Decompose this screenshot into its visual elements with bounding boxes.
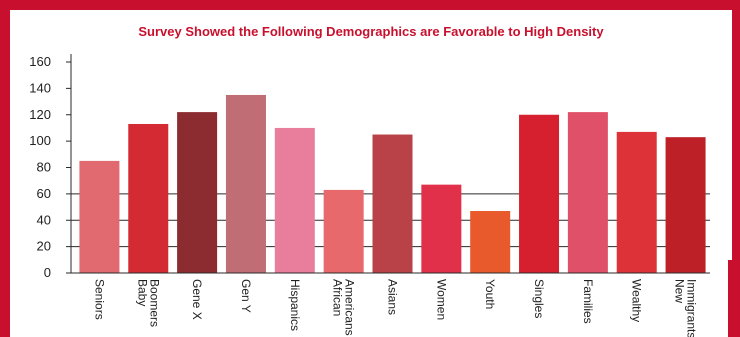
bar-chart: 0 20 40 60 80 100 120 140 160 Seniors BabyBoomers G…: [29, 54, 710, 337]
bar-0: [79, 160, 120, 273]
bar-3: [225, 94, 266, 273]
edge-mark: [728, 260, 732, 337]
y-tick-label: 60: [37, 186, 51, 201]
bar-5: [323, 189, 364, 273]
x-tick-label-line: Families: [581, 279, 595, 324]
x-tick-label-line: Gen Y: [239, 279, 253, 313]
x-tick-label-line: Seniors: [92, 279, 106, 320]
x-tick-label-line: New: [673, 279, 687, 303]
x-tick-label-line: Wealthy: [630, 279, 644, 322]
bar-12: [665, 137, 706, 273]
bar-6: [372, 134, 413, 273]
y-tick-label: 80: [37, 160, 51, 175]
x-tick-label: AfricanAmericans: [331, 279, 357, 336]
bar-8: [470, 211, 511, 273]
x-tick-label-line: Gene X: [190, 279, 204, 320]
y-tick-label: 0: [44, 265, 51, 280]
bar-1: [128, 123, 169, 273]
x-tick-label: NewImmigrants: [673, 279, 699, 337]
x-tick-label: Singles: [532, 279, 546, 318]
y-tick-label: 160: [29, 54, 51, 69]
x-tick-label: Youth: [483, 279, 497, 309]
x-tick-label-line: Youth: [483, 279, 497, 309]
x-tick-label: Wealthy: [630, 279, 644, 322]
x-tick-label-line: Singles: [532, 279, 546, 318]
bar-11: [616, 131, 657, 273]
y-tick-label: 120: [29, 107, 51, 122]
x-tick-label: Hispanics: [288, 279, 302, 331]
bar-4: [274, 127, 315, 273]
y-tick-label: 100: [29, 133, 51, 148]
x-tick-label-line: Baby: [135, 279, 149, 306]
bar-10: [567, 112, 608, 273]
x-tick-label: Women: [434, 279, 448, 320]
x-tick-label-line: Hispanics: [288, 279, 302, 331]
x-tick-label: BabyBoomers: [135, 279, 161, 327]
bar-7: [421, 184, 462, 273]
x-tick-label-line: Women: [434, 279, 448, 320]
x-tick-label-line: Americans: [343, 279, 357, 336]
chart-panel: Survey Showed the Following Demographics…: [10, 10, 732, 337]
y-tick-label: 140: [29, 80, 51, 95]
x-tick-label: Gene X: [190, 279, 204, 320]
y-tick-label: 40: [37, 212, 51, 227]
bar-2: [177, 112, 218, 273]
x-tick-label-line: Immigrants: [685, 279, 699, 337]
x-tick-label-line: African: [331, 279, 345, 316]
x-tick-label-line: Boomers: [147, 279, 161, 327]
x-tick-label: Asians: [386, 279, 400, 315]
x-tick-label: Seniors: [92, 279, 106, 320]
x-tick-label: Families: [581, 279, 595, 324]
x-tick-label-line: Asians: [386, 279, 400, 315]
x-tick-label: Gen Y: [239, 279, 253, 313]
chart-title: Survey Showed the Following Demographics…: [138, 24, 604, 39]
y-tick-label: 20: [37, 239, 51, 254]
bar-9: [519, 114, 560, 273]
